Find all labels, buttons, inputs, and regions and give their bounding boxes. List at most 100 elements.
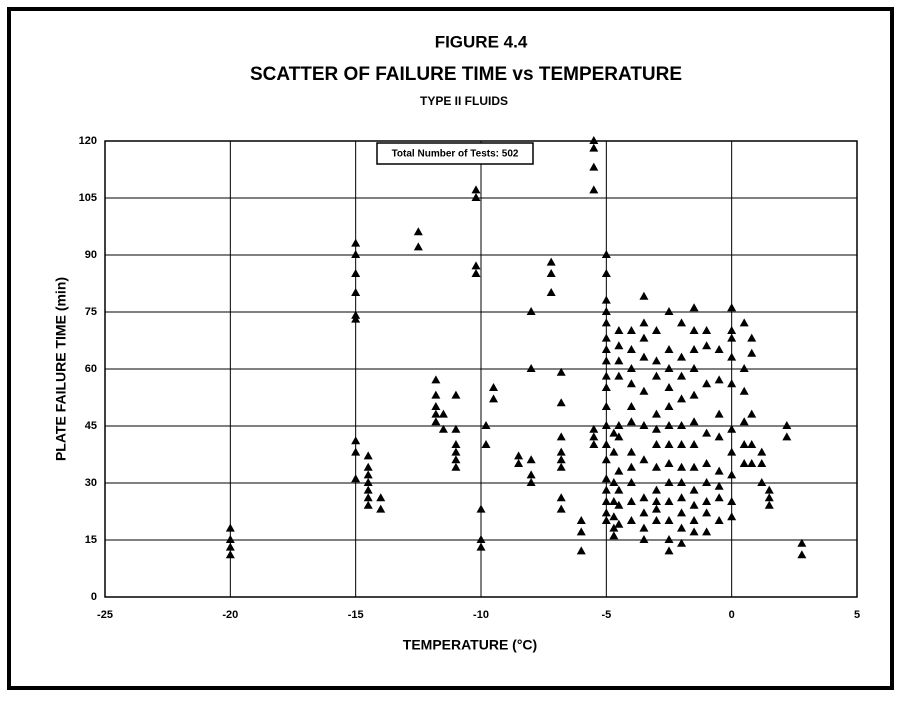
point (739, 440, 749, 448)
point (431, 390, 441, 399)
point (609, 531, 619, 540)
point (702, 527, 712, 536)
point (739, 417, 749, 426)
point (739, 386, 749, 395)
point (476, 535, 486, 543)
point (639, 535, 649, 543)
point (689, 303, 699, 312)
point (351, 269, 361, 277)
point (689, 516, 699, 524)
point (702, 379, 712, 388)
point (639, 523, 649, 532)
point (651, 409, 661, 418)
point (514, 459, 524, 467)
point (639, 291, 649, 300)
point (589, 136, 599, 144)
point (556, 493, 566, 502)
point (471, 185, 481, 194)
point (589, 185, 599, 194)
x-tick-label: -15 (348, 609, 364, 621)
point (609, 512, 619, 521)
point (471, 261, 481, 270)
point (614, 466, 624, 475)
point (601, 269, 611, 277)
frame (7, 7, 894, 690)
point (727, 333, 737, 342)
point (556, 504, 566, 513)
point (526, 364, 536, 372)
point (614, 500, 624, 509)
point (614, 326, 624, 334)
point (664, 383, 674, 391)
point (526, 478, 536, 486)
point (714, 516, 724, 524)
point (677, 493, 687, 502)
x-tick-label: -25 (97, 609, 113, 621)
point (601, 307, 611, 315)
point (689, 527, 699, 536)
point (689, 364, 699, 372)
point (639, 421, 649, 429)
point (651, 371, 661, 380)
point (514, 451, 524, 460)
point (225, 550, 235, 559)
point (601, 440, 611, 448)
annotation: Total Number of Tests: 502 (392, 149, 519, 160)
point (689, 440, 699, 448)
y-axis-label: PLATE FAILURE TIME (min) (53, 277, 69, 461)
point (782, 432, 792, 441)
point (714, 345, 724, 353)
plot-border (104, 140, 858, 598)
point (351, 436, 361, 445)
point (664, 402, 674, 410)
point (576, 516, 586, 524)
point (451, 455, 461, 464)
point (601, 402, 611, 410)
point (702, 497, 712, 505)
point (614, 432, 624, 441)
point (576, 527, 586, 536)
point (689, 345, 699, 353)
point (677, 371, 687, 380)
point (747, 440, 757, 448)
point (481, 421, 491, 429)
point (614, 421, 624, 429)
point (689, 417, 699, 426)
y-tick-label: 0 (91, 591, 97, 603)
point (727, 326, 737, 334)
point (702, 508, 712, 517)
x-tick-label: 5 (854, 609, 860, 621)
point (526, 470, 536, 479)
point (747, 459, 757, 467)
point (764, 485, 774, 494)
point (689, 390, 699, 399)
point (626, 478, 636, 486)
point (351, 288, 361, 296)
x-tick-label: 0 (729, 609, 735, 621)
point (626, 462, 636, 471)
point (489, 383, 499, 391)
point (677, 462, 687, 471)
point (609, 523, 619, 532)
point (651, 485, 661, 494)
point (451, 447, 461, 456)
point (376, 493, 386, 502)
point (639, 455, 649, 464)
point (714, 432, 724, 441)
point (476, 542, 486, 551)
point (757, 447, 767, 456)
point (639, 386, 649, 395)
point (639, 352, 649, 361)
point (651, 424, 661, 433)
chart-title: FIGURE 4.4 (435, 32, 528, 51)
point (626, 417, 636, 426)
point (431, 375, 441, 384)
point (614, 341, 624, 350)
point (764, 500, 774, 509)
point (601, 250, 611, 258)
point (614, 356, 624, 365)
point (677, 478, 687, 486)
point (609, 497, 619, 505)
point (589, 424, 599, 433)
